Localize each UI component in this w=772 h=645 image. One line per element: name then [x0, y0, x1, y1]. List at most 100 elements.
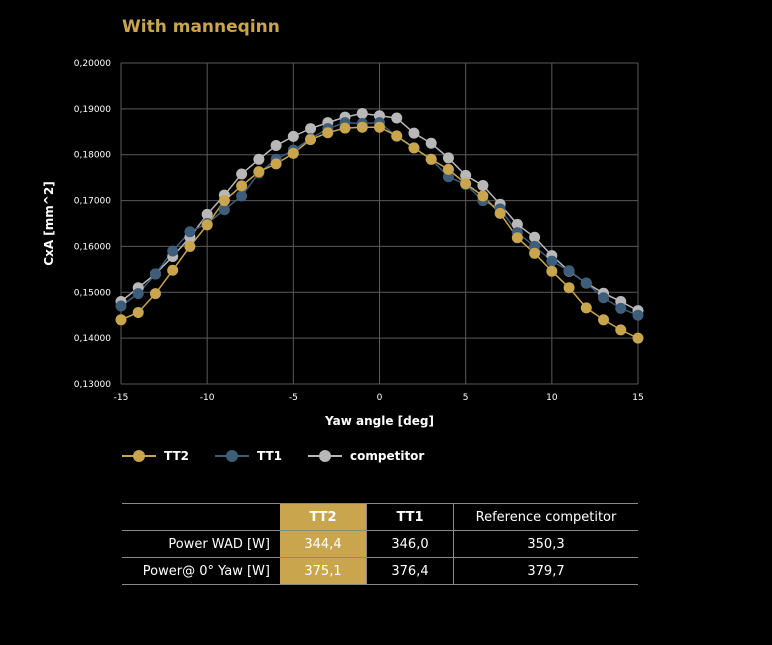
- data-point-tt2: [494, 207, 506, 219]
- data-point-tt2: [563, 282, 575, 294]
- x-tick-label: -15: [114, 393, 129, 403]
- data-point-competitor: [253, 153, 265, 165]
- legend-label-tt2: TT2: [164, 449, 189, 463]
- data-point-tt1: [115, 300, 127, 312]
- chart-title: With manneqinn: [122, 17, 280, 37]
- x-tick-label: -5: [289, 393, 298, 403]
- table-header-empty: [122, 503, 280, 531]
- data-point-competitor: [442, 152, 454, 164]
- x-tick-label: -10: [200, 393, 215, 403]
- data-point-competitor: [236, 168, 248, 180]
- data-point-tt1: [563, 265, 575, 277]
- data-point-tt2: [305, 134, 317, 146]
- table-header-row: TT2 TT1 Reference competitor: [122, 503, 638, 531]
- table-row: Power@ 0° Yaw [W] 375,1 376,4 379,7: [122, 557, 638, 585]
- data-point-competitor: [391, 112, 403, 124]
- data-point-tt2: [632, 332, 644, 344]
- data-point-competitor: [460, 169, 472, 181]
- legend-item-tt2: TT2: [122, 449, 189, 463]
- y-tick-label: 0,16000: [74, 242, 111, 252]
- cell-tt2: 344,4: [280, 530, 367, 558]
- data-point-tt1: [149, 268, 161, 280]
- x-tick-label: 5: [463, 393, 469, 403]
- data-point-tt2: [322, 127, 334, 139]
- data-point-tt1: [184, 226, 196, 238]
- y-tick-label: 0,20000: [74, 59, 111, 69]
- data-point-competitor: [287, 130, 299, 142]
- data-point-tt2: [287, 147, 299, 159]
- data-point-tt2: [184, 240, 196, 252]
- legend-marker-tt2: [122, 450, 156, 462]
- data-point-tt2: [408, 142, 420, 154]
- power-table: TT2 TT1 Reference competitor Power WAD […: [122, 503, 638, 585]
- data-point-tt1: [546, 255, 558, 267]
- data-point-competitor: [511, 218, 523, 230]
- data-point-tt2: [374, 121, 385, 133]
- data-point-tt2: [356, 121, 368, 133]
- data-point-tt2: [201, 219, 213, 231]
- legend-item-tt1: TT1: [215, 449, 282, 463]
- data-point-competitor: [305, 123, 317, 135]
- data-point-tt2: [167, 264, 179, 276]
- data-point-tt2: [442, 163, 454, 175]
- data-point-tt2: [270, 158, 282, 170]
- data-point-tt2: [132, 306, 144, 318]
- data-point-competitor: [477, 179, 489, 191]
- data-point-tt2: [218, 195, 230, 207]
- table-header-tt1: TT1: [366, 503, 454, 531]
- data-point-tt1: [132, 288, 144, 300]
- table-row: Power WAD [W] 344,4 346,0 350,3: [122, 530, 638, 558]
- data-point-tt1: [632, 309, 644, 321]
- data-point-tt2: [511, 232, 523, 244]
- line-chart: 0,13000 0,14000 0,15000 0,16000 0,17000 0,180…: [42, 59, 644, 428]
- x-tick-label: 10: [546, 393, 558, 403]
- data-point-tt2: [253, 166, 265, 178]
- data-point-tt1: [598, 292, 610, 304]
- data-point-tt2: [391, 130, 403, 142]
- data-point-tt2: [598, 314, 610, 326]
- legend-marker-competitor: [308, 450, 342, 462]
- data-point-tt2: [425, 153, 437, 165]
- y-tick-label: 0,18000: [74, 151, 111, 161]
- x-tick-label: 15: [632, 393, 643, 403]
- row-label: Power@ 0° Yaw [W]: [122, 557, 280, 585]
- data-point-tt2: [580, 302, 592, 314]
- cell-tt2: 375,1: [280, 557, 367, 585]
- data-point-tt2: [236, 180, 248, 192]
- data-point-competitor: [408, 127, 420, 139]
- y-tick-label: 0,15000: [74, 288, 111, 298]
- data-point-tt1: [615, 302, 627, 314]
- cell-tt1: 346,0: [366, 530, 454, 558]
- y-tick-label: 0,13000: [74, 380, 111, 390]
- data-point-tt2: [615, 324, 627, 336]
- row-label: Power WAD [W]: [122, 530, 280, 558]
- table-header-tt2: TT2: [280, 503, 367, 531]
- data-point-tt1: [167, 245, 179, 257]
- data-point-tt2: [339, 122, 351, 134]
- y-tick-label: 0,17000: [74, 197, 111, 207]
- data-point-tt1: [236, 190, 248, 202]
- data-point-competitor: [425, 137, 437, 149]
- x-tick-label: 0: [377, 393, 383, 403]
- data-point-competitor: [201, 208, 213, 220]
- data-point-tt1: [580, 277, 592, 289]
- y-tick-label: 0,19000: [74, 105, 111, 115]
- y-tick-label: 0,14000: [74, 334, 111, 344]
- data-point-tt2: [529, 247, 541, 259]
- cell-tt1: 376,4: [366, 557, 454, 585]
- data-point-tt1: [218, 204, 230, 216]
- y-axis-label: CxA [mm^2]: [42, 181, 56, 265]
- data-point-competitor: [356, 107, 368, 119]
- data-point-tt2: [460, 178, 472, 190]
- legend-marker-tt1: [215, 450, 249, 462]
- table-header-reference: Reference competitor: [453, 503, 638, 531]
- x-axis-label: Yaw angle [deg]: [324, 414, 434, 428]
- data-point-tt2: [115, 314, 127, 326]
- data-point-competitor: [270, 140, 282, 152]
- legend: TT2 TT1 competitor: [122, 449, 424, 463]
- data-point-competitor: [529, 231, 541, 243]
- cell-reference: 350,3: [453, 530, 638, 558]
- legend-label-tt1: TT1: [257, 449, 282, 463]
- legend-label-competitor: competitor: [350, 449, 425, 463]
- legend-item-competitor: competitor: [308, 449, 424, 463]
